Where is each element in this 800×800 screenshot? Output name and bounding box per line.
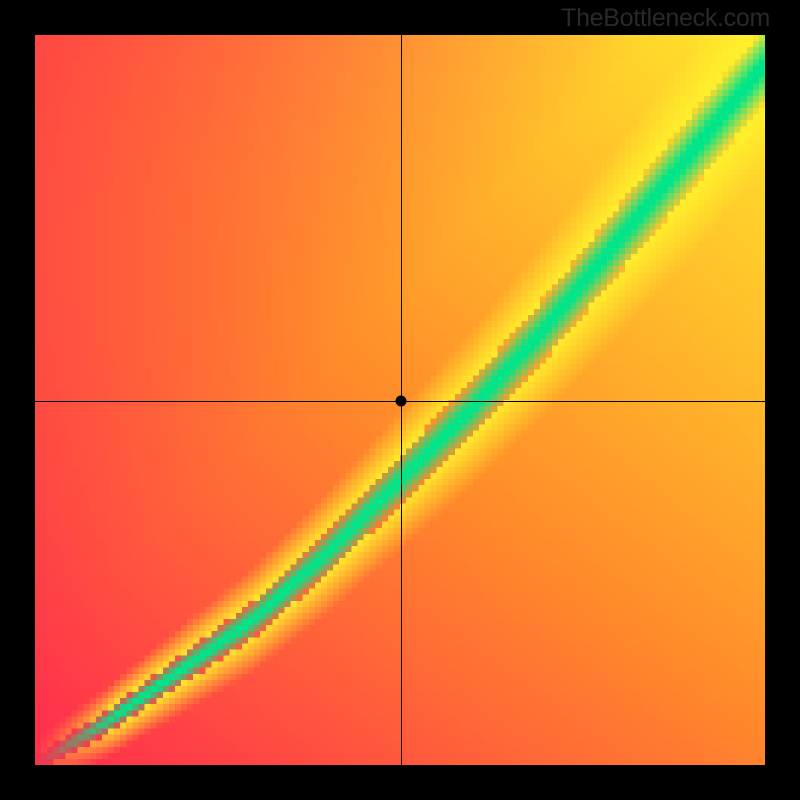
watermark-text: TheBottleneck.com bbox=[561, 4, 770, 33]
crosshair-marker bbox=[396, 396, 407, 407]
heatmap-plot bbox=[35, 35, 765, 765]
